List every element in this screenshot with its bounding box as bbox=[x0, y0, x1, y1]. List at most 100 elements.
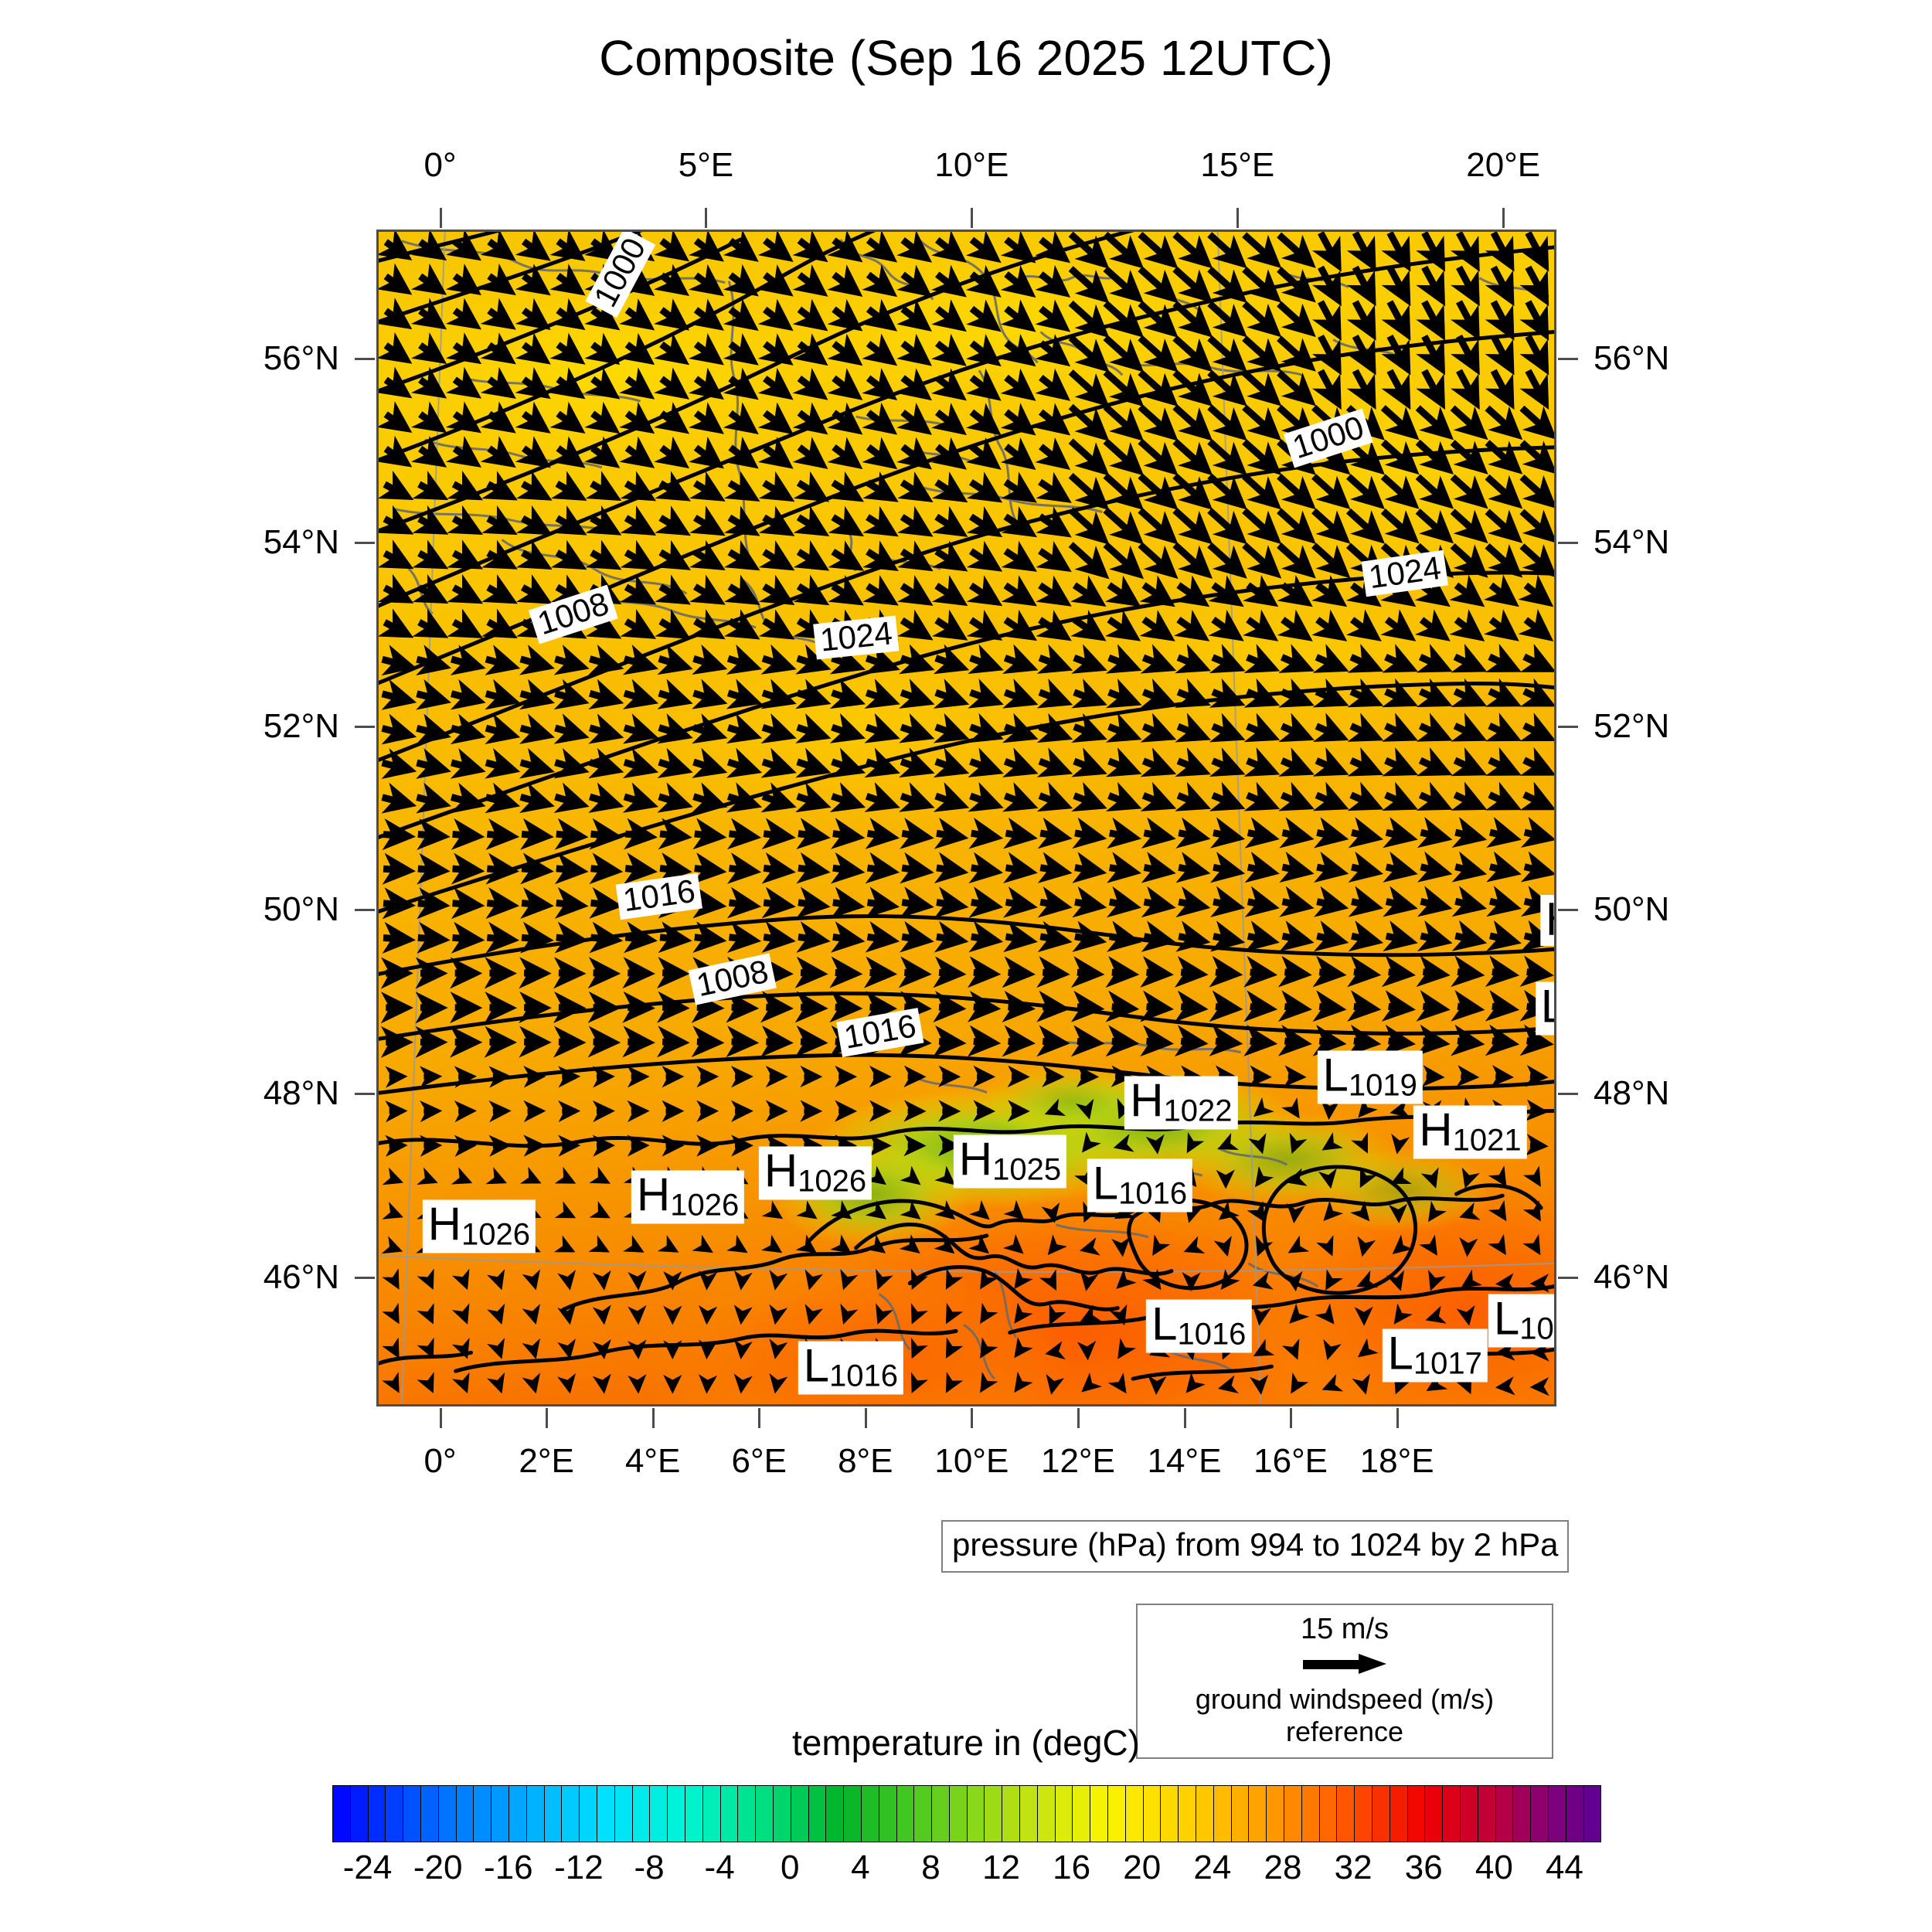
wind-vector bbox=[1348, 817, 1384, 849]
wind-vector bbox=[865, 921, 900, 953]
wind-vector bbox=[1488, 1199, 1507, 1222]
wind-vector bbox=[1035, 264, 1071, 298]
wind-vector bbox=[1036, 713, 1073, 743]
wind-vector bbox=[1103, 335, 1145, 372]
wind-reference-arrow-icon bbox=[1303, 1654, 1386, 1674]
wind-vector bbox=[1485, 713, 1522, 742]
wind-vector bbox=[1520, 851, 1554, 883]
wind-vector bbox=[968, 679, 1004, 709]
wind-vector bbox=[1277, 575, 1313, 607]
wind-vector bbox=[1140, 644, 1177, 674]
wind-vector bbox=[1014, 1371, 1033, 1393]
wind-vector bbox=[655, 471, 691, 502]
wind-vector bbox=[1071, 781, 1107, 812]
wind-vector bbox=[723, 367, 759, 400]
wind-vector bbox=[1242, 439, 1282, 475]
wind-vector bbox=[1000, 403, 1036, 436]
axis-tick-left bbox=[355, 1093, 375, 1096]
wind-vector bbox=[1036, 1025, 1070, 1057]
wind-vector bbox=[769, 1372, 788, 1394]
wind-vector bbox=[933, 747, 970, 778]
axis-tick-right bbox=[1558, 1093, 1578, 1096]
wind-vector bbox=[1116, 1269, 1137, 1289]
wind-vector bbox=[1485, 474, 1523, 509]
wind-vector bbox=[447, 539, 483, 570]
wind-vector bbox=[382, 852, 416, 885]
wind-vector bbox=[1247, 1201, 1265, 1223]
wind-vector bbox=[1252, 1271, 1274, 1290]
wind-vector bbox=[1380, 439, 1420, 475]
wind-vector bbox=[1313, 920, 1349, 952]
wind-vector bbox=[1138, 335, 1179, 372]
wind-vector bbox=[1450, 440, 1488, 474]
pressure-center-value: 1017 bbox=[1413, 1346, 1482, 1381]
colorbar-segment bbox=[350, 1786, 369, 1842]
wind-vector bbox=[865, 852, 900, 884]
wind-vector bbox=[1519, 1024, 1554, 1056]
wind-vector bbox=[553, 991, 587, 1023]
wind-vector bbox=[1213, 1236, 1232, 1257]
wind-vector bbox=[1386, 1270, 1405, 1291]
wind-vector bbox=[1070, 610, 1107, 641]
wind-vector bbox=[795, 1234, 817, 1253]
wind-vector bbox=[1485, 300, 1515, 341]
wind-vector bbox=[769, 1270, 788, 1291]
wind-vector bbox=[896, 437, 932, 470]
wind-vector bbox=[1450, 369, 1480, 410]
axis-tick-left bbox=[355, 541, 375, 544]
wind-vector bbox=[933, 956, 967, 988]
wind-vector bbox=[1070, 575, 1107, 607]
wind-vector bbox=[726, 818, 762, 850]
wind-vector bbox=[792, 368, 828, 400]
wind-vector bbox=[1277, 267, 1316, 303]
wind-vector bbox=[757, 367, 794, 400]
wind-vector bbox=[966, 403, 1002, 436]
wind-vector bbox=[761, 852, 796, 884]
wind-vector bbox=[1105, 990, 1140, 1022]
wind-vector bbox=[1486, 886, 1522, 917]
wind-vector bbox=[1428, 1270, 1446, 1291]
axis-tick-right bbox=[1558, 909, 1578, 912]
wind-vector bbox=[1141, 886, 1176, 918]
wind-vector bbox=[624, 921, 658, 954]
wind-vector bbox=[550, 471, 587, 501]
wind-vector bbox=[1207, 508, 1247, 545]
wind-vector bbox=[1068, 403, 1110, 441]
colorbar-segment bbox=[808, 1786, 827, 1842]
wind-vector bbox=[796, 1200, 818, 1219]
wind-vector bbox=[804, 1269, 823, 1291]
wind-vector bbox=[931, 437, 967, 470]
wind-vector bbox=[379, 435, 413, 468]
wind-vector bbox=[554, 921, 589, 954]
wind-vector bbox=[1382, 713, 1418, 742]
wind-vector bbox=[968, 920, 1004, 953]
axis-label-bottom-0: 0° bbox=[423, 1442, 457, 1480]
wind-vector bbox=[1311, 474, 1351, 510]
wind-vector bbox=[1381, 955, 1416, 988]
wind-vector bbox=[1289, 1303, 1310, 1324]
wind-vector bbox=[1315, 1303, 1335, 1325]
wind-vector bbox=[1071, 644, 1107, 674]
wind-vector bbox=[1111, 1236, 1131, 1257]
wind-vector bbox=[1451, 1024, 1485, 1056]
wind-vector bbox=[549, 232, 586, 261]
wind-vector bbox=[481, 505, 518, 536]
wind-vector bbox=[864, 713, 900, 743]
wind-vector bbox=[829, 991, 863, 1023]
wind-vector bbox=[1145, 1134, 1165, 1155]
wind-vector bbox=[447, 608, 483, 638]
wind-vector bbox=[1450, 265, 1480, 307]
wind-vector bbox=[1277, 370, 1316, 406]
wind-vector bbox=[910, 1337, 928, 1359]
wind-vector bbox=[795, 713, 832, 743]
wind-reference-caption: ground windspeed (m/s) reference bbox=[1195, 1683, 1495, 1747]
axis-label-bottom-7: 14°E bbox=[1147, 1442, 1222, 1480]
wind-vector bbox=[1003, 886, 1038, 918]
wind-vector bbox=[519, 782, 555, 814]
wind-vector bbox=[1113, 1134, 1134, 1152]
wind-vector bbox=[589, 921, 624, 954]
wind-vector bbox=[1451, 886, 1488, 917]
wind-vector bbox=[1220, 1268, 1240, 1290]
wind-vector bbox=[382, 1167, 403, 1185]
colorbar-segment bbox=[1566, 1786, 1584, 1842]
